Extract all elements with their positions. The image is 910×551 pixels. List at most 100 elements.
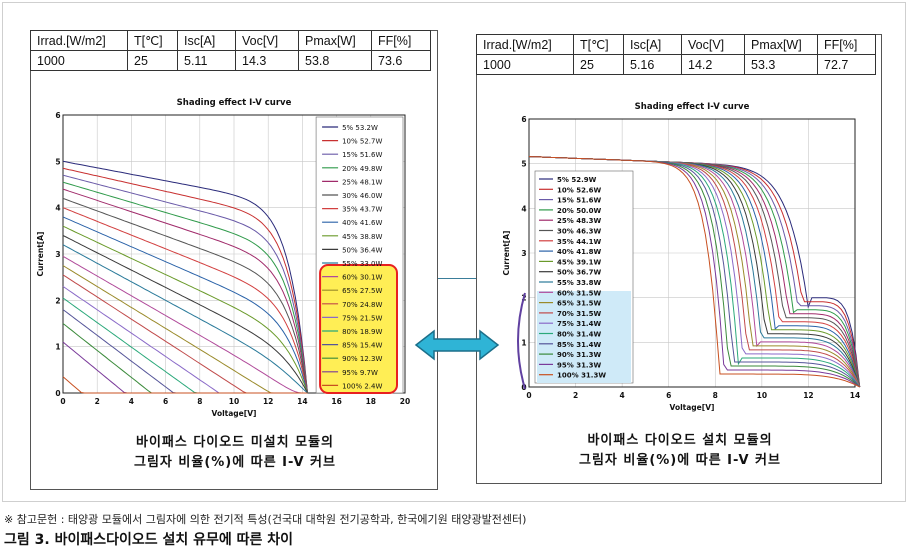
series-line bbox=[528, 156, 860, 388]
x-tick-label: 6 bbox=[163, 397, 168, 406]
legend-label: 25% 48.1W bbox=[342, 178, 382, 186]
y-tick-label: 2 bbox=[55, 296, 60, 305]
y-tick-label: 1 bbox=[55, 343, 60, 352]
legend-label: 80% 31.4W bbox=[557, 331, 601, 339]
table-cell: 14.3 bbox=[235, 50, 299, 71]
y-axis-label: Current[A] bbox=[502, 231, 511, 276]
legend-label: 30% 46.0W bbox=[342, 192, 382, 200]
table-row: 1000 25 5.11 14.3 53.8 73.6 bbox=[30, 50, 431, 71]
legend-label: 100% 31.3W bbox=[557, 372, 606, 380]
table-cell: 1000 bbox=[476, 54, 574, 75]
series-line bbox=[62, 309, 308, 394]
x-tick-label: 12 bbox=[263, 397, 273, 406]
table-cell: 5.16 bbox=[623, 54, 682, 75]
legend-label: 5% 53.2W bbox=[342, 124, 378, 132]
plot-border bbox=[528, 118, 856, 388]
series-line bbox=[62, 285, 308, 394]
legend-label: 45% 39.1W bbox=[557, 258, 601, 266]
x-tick-label: 8 bbox=[713, 391, 718, 400]
legend-label: 95% 31.3W bbox=[557, 361, 601, 369]
table-cell: 53.8 bbox=[298, 50, 372, 71]
legend-label: 40% 41.6W bbox=[342, 219, 382, 227]
bracket bbox=[517, 292, 526, 390]
caption-line: 바이패스 다이오드 미설치 모듈의 bbox=[135, 435, 335, 450]
right-panel: Irrad.[W/m2] T[℃] Isc[A] Voc[V] Pmax[W] … bbox=[476, 34, 882, 484]
y-tick-label: 5 bbox=[55, 157, 60, 166]
x-tick-label: 18 bbox=[366, 397, 376, 406]
series-line bbox=[62, 244, 308, 394]
y-tick-label: 0 bbox=[55, 389, 60, 398]
header-cell: Isc[A] bbox=[623, 34, 682, 55]
chart-title: Shading effect I-V curve bbox=[177, 98, 292, 108]
legend-label: 85% 15.4W bbox=[342, 342, 382, 350]
legend-label: 35% 43.7W bbox=[342, 206, 382, 214]
right-params-table: Irrad.[W/m2] T[℃] Isc[A] Voc[V] Pmax[W] … bbox=[476, 34, 876, 75]
double-arrow-icon bbox=[414, 329, 500, 361]
right-caption: 바이패스 다이오드 설치 모듈의 그림자 비율(%)에 따른 I-V 커브 bbox=[477, 431, 883, 471]
x-tick-label: 14 bbox=[297, 397, 307, 406]
legend-label: 10% 52.7W bbox=[342, 138, 382, 146]
header-cell: FF[%] bbox=[817, 34, 876, 55]
legend-label: 55% 33.0W bbox=[342, 260, 382, 268]
header-cell: FF[%] bbox=[371, 30, 431, 51]
series-line bbox=[62, 225, 308, 394]
legend-label: 50% 36.4W bbox=[342, 246, 382, 254]
header-cell: Voc[V] bbox=[681, 34, 745, 55]
series-line bbox=[62, 160, 308, 394]
x-tick-label: 8 bbox=[197, 397, 202, 406]
legend-label: 10% 52.6W bbox=[557, 186, 601, 194]
y-tick-label: 4 bbox=[521, 204, 526, 213]
y-tick-label: 6 bbox=[521, 115, 526, 124]
x-tick-label: 0 bbox=[526, 391, 531, 400]
legend-label: 95% 9.7W bbox=[342, 369, 378, 377]
figure-frame bbox=[2, 2, 906, 502]
x-tick-label: 2 bbox=[573, 391, 578, 400]
series-group bbox=[528, 156, 861, 388]
y-axis-label: Current[A] bbox=[36, 232, 45, 277]
x-tick-label: 10 bbox=[757, 391, 767, 400]
header-cell: T[℃] bbox=[127, 30, 178, 51]
highlight-box bbox=[537, 291, 631, 383]
y-tick-label: 4 bbox=[55, 204, 60, 213]
chart-title: Shading effect I-V curve bbox=[635, 102, 750, 112]
series-line bbox=[62, 181, 308, 394]
legend-label: 30% 46.3W bbox=[557, 228, 601, 236]
legend-label: 75% 21.5W bbox=[342, 314, 382, 322]
left-panel: Irrad.[W/m2] T[℃] Isc[A] Voc[V] Pmax[W] … bbox=[30, 30, 438, 490]
legend-label: 70% 24.8W bbox=[342, 301, 382, 309]
header-cell: Irrad.[W/m2] bbox=[476, 34, 574, 55]
caption-line: 바이패스 다이오드 설치 모듈의 bbox=[587, 433, 773, 448]
series-line bbox=[62, 167, 308, 394]
legend-label: 90% 12.3W bbox=[342, 355, 382, 363]
series-line bbox=[62, 207, 308, 394]
legend-label: 75% 31.4W bbox=[557, 320, 601, 328]
legend-label: 90% 31.3W bbox=[557, 351, 601, 359]
legend-label: 55% 33.8W bbox=[557, 279, 601, 287]
legend-label: 15% 51.6W bbox=[342, 151, 382, 159]
y-tick-label: 5 bbox=[521, 160, 526, 169]
series-line bbox=[62, 376, 308, 394]
figure-title: 그림 3. 바이패스다이오드 설치 유무에 따른 차이 bbox=[4, 532, 294, 548]
series-line bbox=[62, 255, 308, 394]
x-tick-label: 12 bbox=[803, 391, 813, 400]
legend-label: 50% 36.7W bbox=[557, 269, 601, 277]
table-cell: 72.7 bbox=[817, 54, 876, 75]
legend-label: 35% 44.1W bbox=[557, 238, 601, 246]
legend-label: 70% 31.5W bbox=[557, 310, 601, 318]
series-group bbox=[62, 160, 308, 394]
table-cell: 73.6 bbox=[371, 50, 431, 71]
caption-line: 그림자 비율(%)에 따른 I-V 커브 bbox=[134, 455, 336, 470]
series-line bbox=[62, 265, 308, 394]
x-tick-label: 4 bbox=[620, 391, 625, 400]
table-cell: 1000 bbox=[30, 50, 128, 71]
series-line bbox=[62, 174, 308, 394]
table-header-row: Irrad.[W/m2] T[℃] Isc[A] Voc[V] Pmax[W] … bbox=[30, 30, 431, 51]
header-cell: Pmax[W] bbox=[298, 30, 372, 51]
legend-label: 85% 31.4W bbox=[557, 341, 601, 349]
legend-label: 25% 48.3W bbox=[557, 217, 601, 225]
caption-line: 그림자 비율(%)에 따른 I-V 커브 bbox=[579, 453, 781, 468]
legend-label: 20% 49.8W bbox=[342, 165, 382, 173]
x-tick-label: 16 bbox=[331, 397, 341, 406]
